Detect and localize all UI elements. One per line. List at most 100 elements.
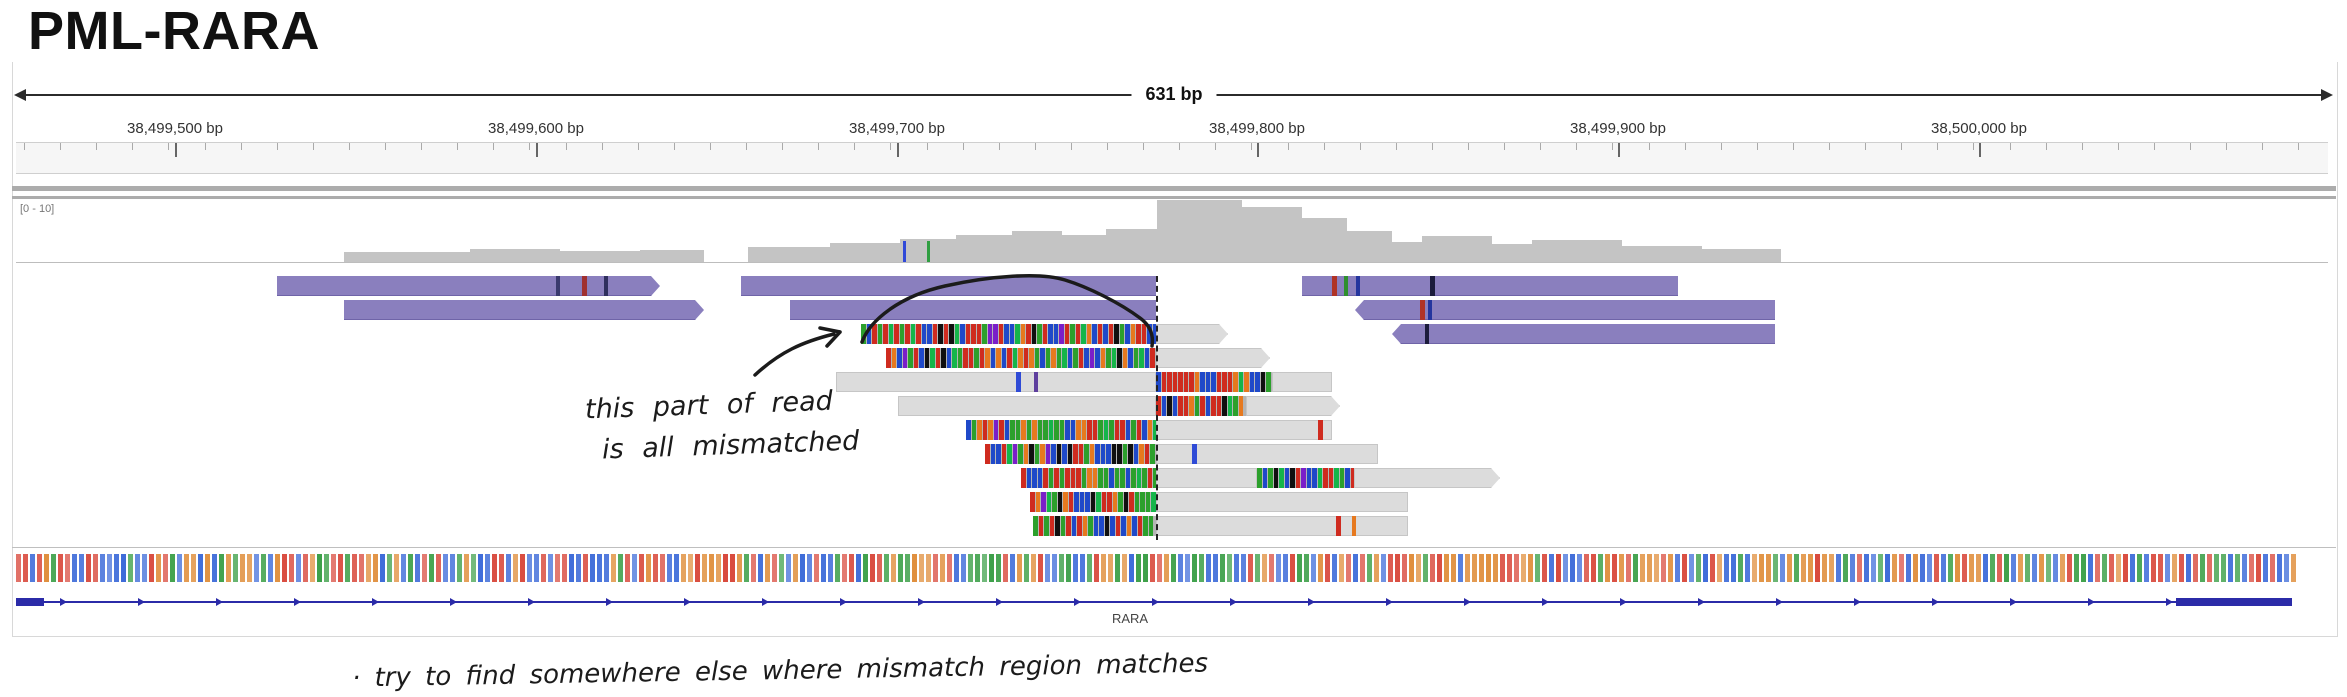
sequence-base <box>1906 554 1911 582</box>
minor-tick <box>421 143 423 150</box>
read[interactable] <box>1021 468 1500 488</box>
read-mismatch-speck <box>1352 516 1356 536</box>
mismatch-base <box>1205 372 1210 392</box>
strand-arrow-icon <box>372 598 379 606</box>
mismatch-base <box>1122 444 1127 464</box>
read[interactable] <box>861 324 1228 344</box>
read[interactable] <box>1302 276 1678 296</box>
mismatch-base <box>1081 324 1086 344</box>
mismatch-base <box>1012 444 1017 464</box>
mismatch-base <box>966 420 971 440</box>
mismatch-base <box>1043 468 1048 488</box>
minor-tick <box>385 143 386 150</box>
strand-arrow-icon <box>762 598 769 606</box>
read[interactable] <box>886 348 1270 368</box>
read[interactable] <box>277 276 660 296</box>
sequence-base <box>1626 554 1631 582</box>
sequence-base <box>1304 554 1309 582</box>
sequence-base <box>695 554 700 582</box>
read[interactable] <box>790 300 1156 320</box>
mismatch-base <box>1002 348 1007 368</box>
mismatch-base <box>941 348 946 368</box>
sequence-base <box>681 554 686 582</box>
sequence-base <box>268 554 273 582</box>
mismatch-base <box>1057 348 1062 368</box>
sequence-base <box>1353 554 1358 582</box>
sequence-base <box>2151 554 2156 582</box>
mismatch-base <box>1178 372 1183 392</box>
sequence-base <box>996 554 1001 582</box>
mismatch-base <box>980 348 985 368</box>
major-tick <box>536 143 538 157</box>
sequence-base <box>408 554 413 582</box>
strand-arrow-icon <box>1932 598 1939 606</box>
read[interactable] <box>898 396 1340 416</box>
read[interactable] <box>966 420 1332 440</box>
sequence-base <box>758 554 763 582</box>
minor-tick <box>1612 143 1614 150</box>
mismatch-base <box>1228 396 1233 416</box>
read[interactable] <box>1033 516 1408 536</box>
coverage-bar <box>1157 200 1242 262</box>
minor-tick <box>962 143 964 150</box>
read[interactable] <box>741 276 1156 296</box>
mismatch-base <box>1147 420 1152 440</box>
mismatch-base <box>897 348 902 368</box>
read-segment-gray <box>1156 444 1378 464</box>
sequence-base <box>1857 554 1862 582</box>
sequence-base <box>947 554 952 582</box>
coverage-bar <box>1062 235 1106 262</box>
sequence-base <box>1437 554 1442 582</box>
sequence-base <box>590 554 595 582</box>
read-segment-purple <box>344 300 704 320</box>
sequence-base <box>2186 554 2191 582</box>
sequence-base <box>464 554 469 582</box>
mismatch-base <box>1065 468 1070 488</box>
read-segment-purple <box>277 276 660 296</box>
ruler-band[interactable] <box>16 142 2328 174</box>
read[interactable] <box>985 444 1378 464</box>
igv-panel <box>12 62 2338 637</box>
sequence-base <box>667 554 672 582</box>
coordinate-label: 38,499,500 bp <box>127 120 223 137</box>
mismatch-base <box>1131 324 1136 344</box>
mismatch-base <box>1037 420 1042 440</box>
read[interactable] <box>1355 300 1775 320</box>
sequence-base <box>1514 554 1519 582</box>
coverage-bar <box>1702 249 1781 262</box>
read[interactable] <box>1392 324 1775 344</box>
sequence-base <box>205 554 210 582</box>
sequence-base <box>16 554 21 582</box>
mismatch-base <box>1051 444 1056 464</box>
sequence-base <box>1598 554 1603 582</box>
sequence-base <box>58 554 63 582</box>
coverage-bar <box>1347 231 1392 262</box>
mismatch-base <box>1079 492 1084 512</box>
mismatch-base <box>1131 468 1136 488</box>
sequence-base <box>1388 554 1393 582</box>
sequence-base <box>877 554 882 582</box>
sequence-base <box>2088 554 2093 582</box>
read[interactable] <box>1030 492 1408 512</box>
sequence-base <box>2179 554 2184 582</box>
sequence-base <box>751 554 756 582</box>
mismatch-base <box>1128 444 1133 464</box>
strand-arrow-icon <box>840 598 847 606</box>
sequence-base <box>401 554 406 582</box>
minor-tick <box>565 143 567 150</box>
sequence-base <box>485 554 490 582</box>
sequence-base <box>72 554 77 582</box>
minor-tick <box>1179 143 1181 150</box>
read[interactable] <box>836 372 1332 392</box>
mismatch-base <box>988 324 993 344</box>
gene-exon <box>16 598 44 606</box>
mismatch-base <box>966 324 971 344</box>
read[interactable] <box>344 300 704 320</box>
sequence-base <box>2284 554 2289 582</box>
sequence-base <box>1605 554 1610 582</box>
mismatch-base <box>1334 468 1339 488</box>
mismatch-base <box>1143 516 1148 536</box>
sequence-base <box>1423 554 1428 582</box>
sequence-base <box>1360 554 1365 582</box>
read-mismatch-speck <box>582 276 587 296</box>
